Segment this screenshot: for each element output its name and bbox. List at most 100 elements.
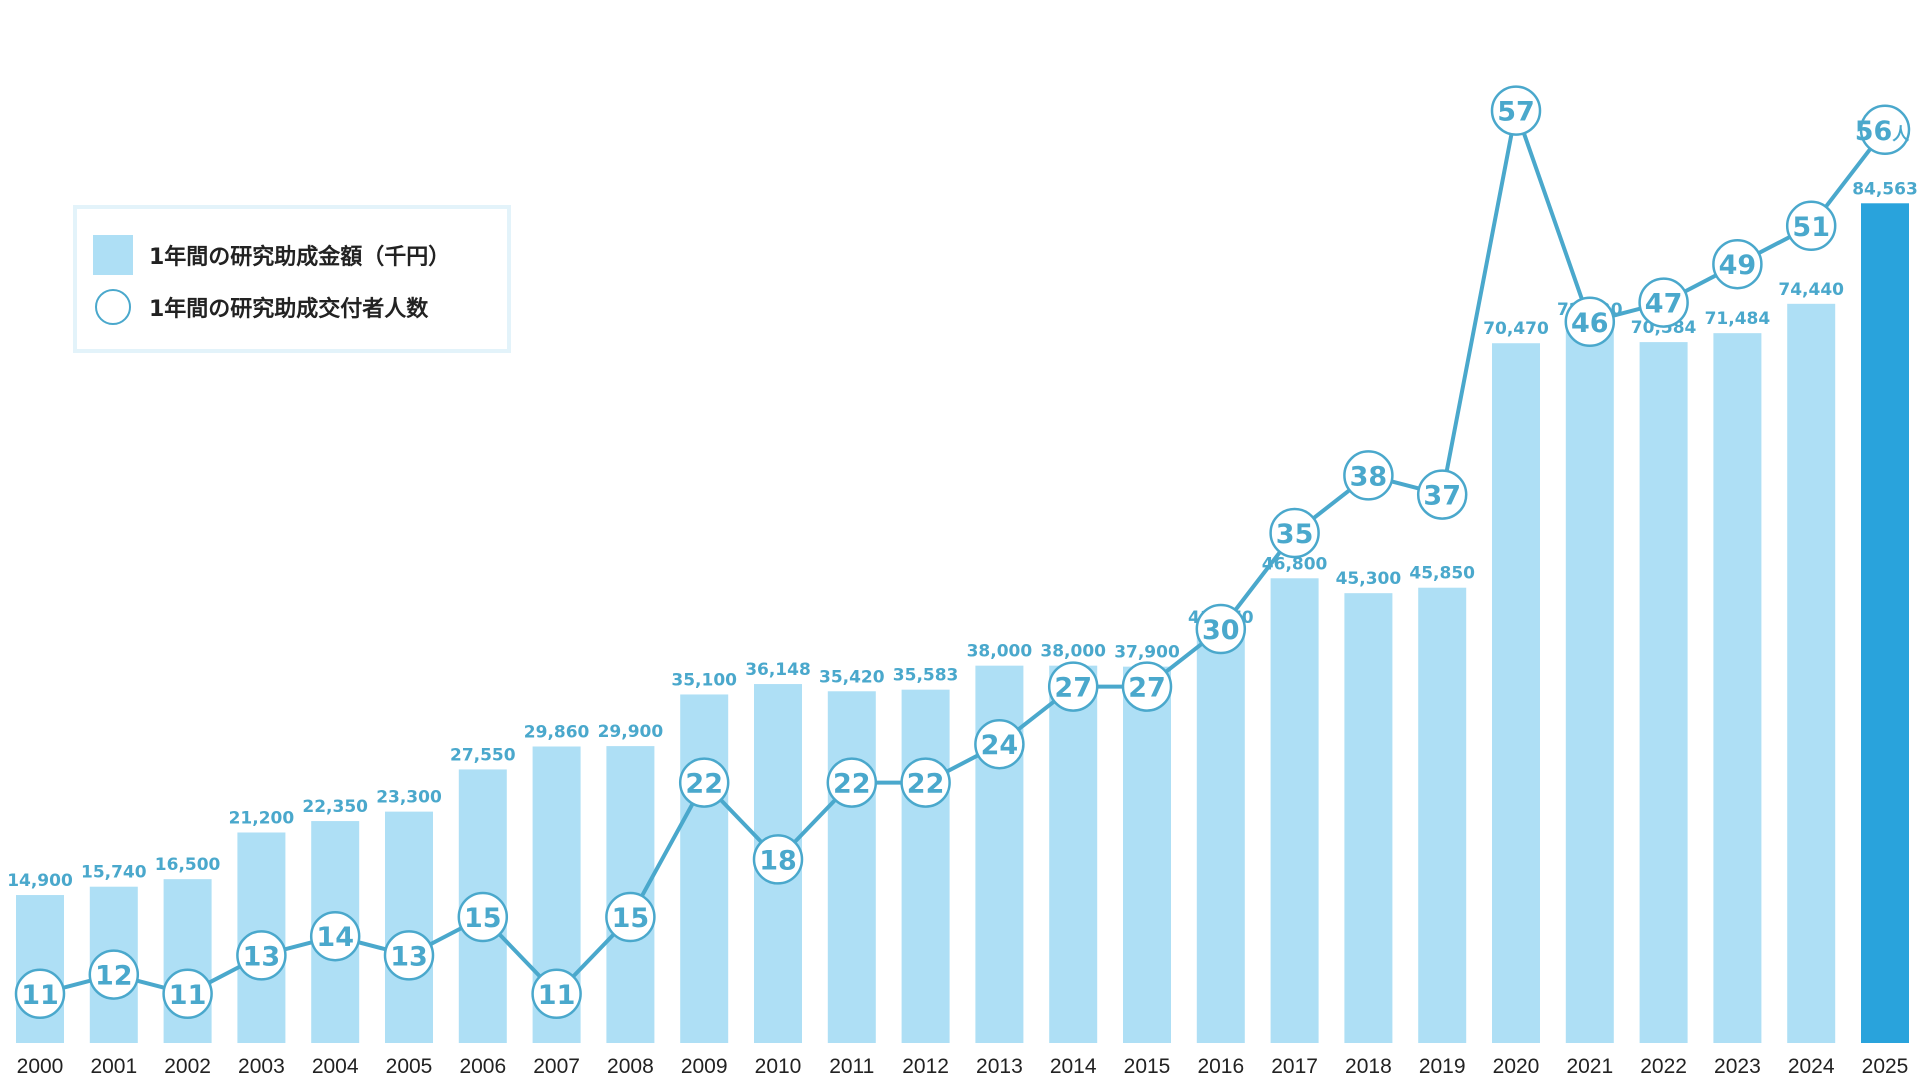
x-tick-label-2023: 2023 (1714, 1055, 1761, 1078)
people-marker-2021 (1564, 296, 1616, 348)
x-tick-label-2014: 2014 (1050, 1055, 1097, 1078)
bar-value-label-2013: 38,000 (967, 642, 1033, 662)
bar-2014 (1049, 665, 1098, 1043)
bar-value-label-2011: 35,420 (819, 667, 885, 687)
x-tick-label-2018: 2018 (1345, 1055, 1392, 1078)
x-tick-label-2000: 2000 (17, 1055, 64, 1078)
bar-2011 (827, 691, 876, 1043)
x-tick-label-2017: 2017 (1271, 1055, 1318, 1078)
x-tick-label-2013: 2013 (976, 1055, 1023, 1078)
people-marker-2024 (1785, 200, 1837, 252)
bar-2018 (1344, 593, 1393, 1043)
x-tick-label-2024: 2024 (1788, 1055, 1835, 1078)
bar-value-label-2001: 15,740 (81, 863, 147, 883)
people-count-label-2002: 11 (169, 980, 207, 1011)
legend: 1年間の研究助成金額（千円） 1年間の研究助成交付者人数 (73, 205, 511, 353)
people-count-label-2010: 18 (759, 845, 797, 876)
people-count-label-2004: 14 (316, 922, 354, 953)
people-marker-2011 (826, 757, 878, 808)
bar-value-label-2008: 29,900 (598, 722, 664, 742)
people-marker-2022 (1638, 277, 1689, 328)
people-count-label-2000: 11 (21, 980, 59, 1011)
people-count-label-2008: 15 (612, 903, 650, 934)
people-count-label-2001: 12 (95, 961, 133, 992)
people-count-label-2013: 24 (981, 730, 1019, 761)
people-marker-2001 (88, 949, 140, 1000)
people-count-label-2016: 30 (1202, 615, 1240, 646)
people-count-label-2009: 22 (685, 769, 723, 800)
bar-value-label-2020: 70,470 (1483, 319, 1549, 339)
people-marker-2016 (1195, 603, 1247, 655)
bar-2015 (1123, 666, 1171, 1043)
people-marker-2012 (900, 757, 951, 808)
people-marker-2009 (678, 757, 730, 808)
people-marker-2004 (309, 910, 361, 962)
x-tick-label-2001: 2001 (90, 1055, 137, 1078)
legend-item-line: 1年間の研究助成交付者人数 (93, 289, 428, 325)
bar-2017 (1270, 578, 1319, 1043)
people-count-label-2025: 56人 (1855, 116, 1911, 147)
people-marker-2002 (162, 968, 213, 1020)
bar-value-label-2019: 45,850 (1409, 564, 1475, 584)
x-tick-label-2020: 2020 (1493, 1055, 1540, 1078)
people-marker-2007 (531, 968, 582, 1020)
x-tick-label-2025: 2025 (1862, 1055, 1909, 1078)
bar-2023 (1713, 333, 1762, 1043)
x-tick-label-2011: 2011 (829, 1055, 874, 1078)
x-tick-label-2007: 2007 (533, 1055, 580, 1078)
x-tick-label-2009: 2009 (681, 1055, 728, 1078)
bar-value-label-2005: 23,300 (376, 788, 442, 808)
people-count-label-2018: 38 (1350, 461, 1388, 492)
people-marker-2006 (457, 891, 509, 943)
bar-2022 (1639, 342, 1688, 1043)
people-count-label-2019: 37 (1423, 481, 1461, 512)
people-count-label-2020: 57 (1497, 97, 1535, 128)
bar-value-label-2022: 70,584 (1631, 318, 1697, 338)
people-marker-2017 (1269, 507, 1320, 559)
people-marker-2000 (14, 968, 66, 1020)
bar-2016 (1196, 632, 1245, 1043)
bar-2020 (1492, 343, 1540, 1043)
people-count-label-2022: 47 (1645, 289, 1683, 320)
people-marker-2005 (383, 930, 435, 981)
people-count-label-2024: 51 (1792, 212, 1830, 243)
people-marker-2010 (752, 834, 804, 885)
people-count-label-2023: 49 (1719, 250, 1757, 281)
bar-2019 (1418, 587, 1467, 1043)
people-count-label-2021: 46 (1571, 308, 1609, 339)
people-count-label-2012: 22 (907, 769, 945, 800)
people-marker-2015 (1121, 661, 1173, 712)
bar-value-label-2007: 29,860 (524, 722, 590, 742)
bar-value-label-2017: 46,800 (1262, 554, 1328, 574)
bar-value-label-2012: 35,583 (893, 666, 959, 686)
bar-value-label-2015: 37,900 (1114, 643, 1180, 663)
legend-circle-swatch (95, 289, 131, 325)
x-tick-label-2022: 2022 (1640, 1055, 1687, 1078)
x-tick-label-2002: 2002 (164, 1055, 211, 1078)
x-tick-label-2016: 2016 (1197, 1055, 1244, 1078)
bar-value-label-2023: 71,484 (1705, 309, 1771, 329)
people-marker-2025 (1859, 104, 1911, 156)
bar-2005 (385, 811, 433, 1043)
people-count-unit: 人 (1892, 125, 1910, 145)
x-tick-label-2003: 2003 (238, 1055, 285, 1078)
bar-2024 (1787, 303, 1836, 1043)
x-tick-label-2021: 2021 (1566, 1055, 1613, 1078)
x-tick-label-2006: 2006 (459, 1055, 506, 1078)
bar-value-label-2025: 84,563 (1852, 179, 1918, 199)
people-count-label-2003: 13 (243, 941, 281, 972)
people-marker-2018 (1343, 450, 1394, 501)
bar-value-label-2010: 36,148 (745, 660, 811, 680)
legend-bar-swatch (93, 235, 133, 275)
x-tick-label-2010: 2010 (755, 1055, 802, 1078)
bar-value-label-2002: 16,500 (155, 855, 221, 875)
x-tick-label-2005: 2005 (386, 1055, 433, 1078)
bar-value-label-2018: 45,300 (1336, 569, 1402, 589)
x-tick-label-2008: 2008 (607, 1055, 654, 1078)
people-marker-2014 (1047, 661, 1099, 712)
bar-value-label-2014: 38,000 (1040, 642, 1106, 662)
people-marker-2003 (236, 930, 287, 981)
legend-line-label: 1年間の研究助成交付者人数 (149, 297, 429, 322)
legend-item-bar: 1年間の研究助成金額（千円） (93, 235, 450, 275)
